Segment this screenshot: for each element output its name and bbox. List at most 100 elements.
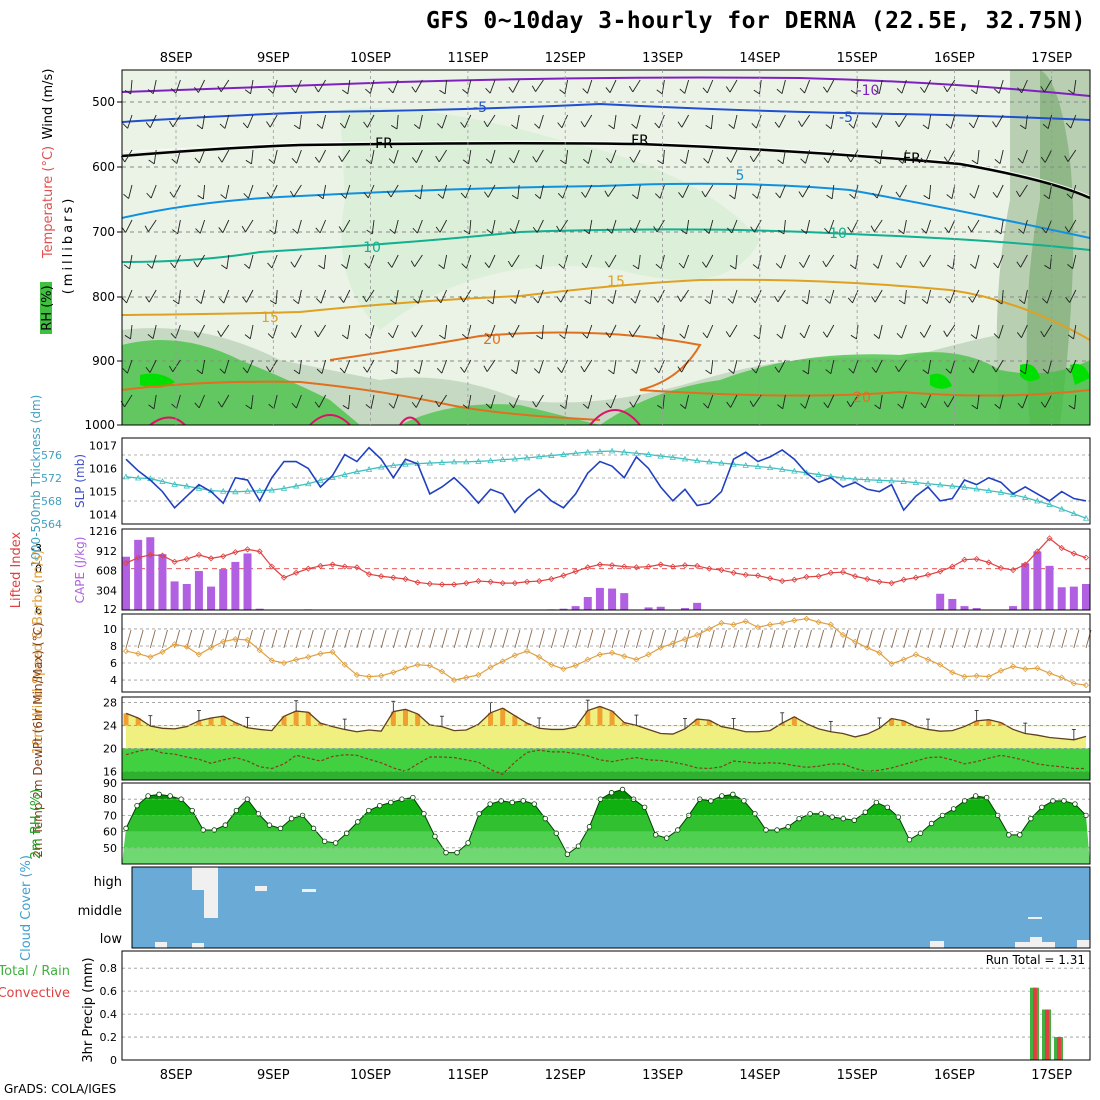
wind-barb bbox=[532, 394, 544, 408]
wind-barb-flag bbox=[435, 226, 441, 233]
wind-barb-flag bbox=[339, 367, 345, 374]
thickness-point bbox=[426, 459, 433, 466]
wind-barb-staff bbox=[147, 219, 157, 232]
wind-barb-flag bbox=[1044, 264, 1051, 270]
thickness-point bbox=[584, 448, 591, 455]
wind-barb bbox=[896, 254, 907, 269]
wind-barb-flag bbox=[170, 332, 176, 339]
wind-barb-flag bbox=[292, 228, 298, 234]
wind-barb-flag bbox=[702, 332, 708, 339]
wind-barb bbox=[316, 114, 327, 129]
wind-barb-staff bbox=[1069, 289, 1077, 303]
wind-barb-staff bbox=[876, 184, 883, 199]
wind-barb bbox=[1041, 219, 1053, 234]
rh-tick: 70 bbox=[103, 809, 117, 822]
wind-barb-flag bbox=[462, 159, 469, 165]
thickness-point bbox=[936, 481, 944, 488]
wind-barb-staff bbox=[368, 254, 375, 269]
wind-barb-flag bbox=[582, 333, 588, 339]
wind-barb bbox=[508, 394, 520, 409]
wind-barb-staff bbox=[177, 219, 181, 234]
wind-barb-flag bbox=[920, 402, 926, 409]
wind-barb-flag bbox=[437, 123, 443, 129]
wind-barb-flag bbox=[193, 261, 198, 268]
wind-barb-flag bbox=[800, 403, 806, 409]
wind-barb-staff bbox=[416, 219, 423, 234]
wind-barb-staff bbox=[902, 149, 907, 164]
wind-barb-staff bbox=[589, 289, 593, 304]
surface-wind-barb bbox=[708, 629, 715, 649]
wind-barb-staff bbox=[609, 324, 617, 338]
wind-barb bbox=[463, 219, 472, 235]
wind-barb-flag bbox=[775, 263, 782, 269]
wind-barb-flag bbox=[411, 331, 416, 338]
wind-barb bbox=[922, 114, 932, 130]
thickness-point bbox=[183, 482, 190, 489]
surface-wind-barb bbox=[964, 629, 970, 649]
wind-barb-staff bbox=[613, 359, 617, 374]
surface-wind-barb bbox=[757, 629, 764, 649]
wind-barb bbox=[291, 394, 302, 409]
wind-barb bbox=[487, 289, 496, 305]
wind-barb bbox=[244, 254, 254, 269]
li-point bbox=[1082, 554, 1090, 561]
wind-barb-staff bbox=[396, 359, 399, 374]
wind-barb-flag bbox=[146, 263, 153, 269]
wind-barb-flag bbox=[387, 191, 392, 198]
wind-barb-flag bbox=[510, 369, 517, 375]
wind-barb-flag bbox=[583, 229, 590, 235]
wind-barb-staff bbox=[486, 359, 496, 372]
wind-speed-point bbox=[122, 648, 130, 655]
li-point bbox=[378, 573, 385, 580]
wind-barb bbox=[121, 289, 133, 304]
wind-barb-flag bbox=[849, 264, 856, 270]
wind-barb-flag bbox=[605, 331, 611, 338]
wind-barb bbox=[1067, 324, 1077, 340]
wind-barb-flag bbox=[560, 159, 567, 165]
wind-barb bbox=[871, 359, 883, 373]
wind-barb-staff bbox=[850, 149, 859, 163]
wind-barb-staff bbox=[683, 254, 690, 269]
wind-speed-point bbox=[329, 648, 336, 656]
wind-barb-staff bbox=[172, 114, 181, 128]
li-point bbox=[560, 572, 567, 579]
wind-barb-staff bbox=[270, 184, 278, 198]
thickness-point bbox=[973, 485, 980, 492]
wind-barb bbox=[362, 289, 375, 302]
wind-barb bbox=[195, 289, 206, 304]
wind-barb-flag bbox=[873, 89, 880, 95]
wind-barb-staff bbox=[759, 79, 762, 94]
wind-barb bbox=[242, 359, 254, 374]
wind-barb-staff bbox=[928, 184, 932, 199]
wind-barb bbox=[629, 394, 641, 408]
wind-barb-flag bbox=[241, 225, 246, 233]
thickness-point bbox=[535, 453, 543, 460]
wind-barb-flag bbox=[145, 296, 150, 303]
wind-barb-staff bbox=[1024, 289, 1028, 304]
li-point bbox=[511, 580, 518, 587]
li-point bbox=[305, 565, 312, 572]
wind-barb-staff bbox=[900, 254, 907, 268]
wind-barb bbox=[1064, 149, 1077, 162]
wind-barb-flag bbox=[872, 263, 879, 269]
wind-barb-flag bbox=[970, 334, 977, 340]
thickness-point bbox=[754, 463, 762, 469]
date-tick-bottom: 8SEP bbox=[160, 1068, 193, 1083]
wind-barb bbox=[267, 79, 278, 94]
wind-barb bbox=[558, 254, 569, 269]
wind-barb bbox=[774, 359, 786, 373]
wind-barb-flag bbox=[629, 156, 634, 163]
rh-point bbox=[465, 840, 471, 846]
wind-barb bbox=[293, 359, 302, 375]
wind-barb-staff bbox=[781, 324, 786, 339]
cape-bar bbox=[972, 608, 981, 610]
li-point bbox=[961, 556, 968, 563]
wind-barb-staff bbox=[343, 289, 351, 303]
wind-barb bbox=[657, 149, 665, 165]
cape-bar bbox=[583, 597, 592, 610]
thickness-point bbox=[1046, 501, 1053, 507]
wind-barb-flag bbox=[970, 89, 977, 95]
wind-barb bbox=[1066, 184, 1077, 199]
